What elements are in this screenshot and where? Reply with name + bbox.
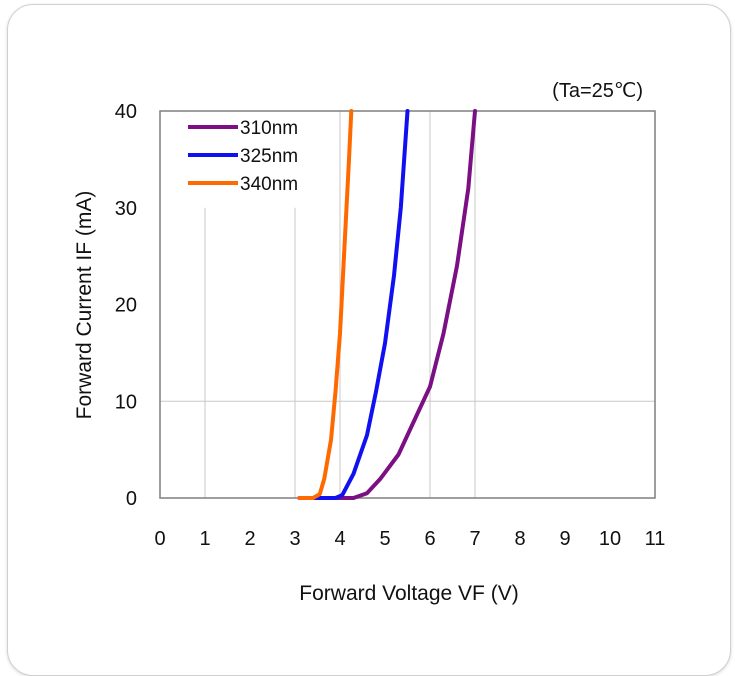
x-tick-label: 2 (244, 528, 255, 550)
x-tick-label: 0 (154, 528, 165, 550)
series-line-340nm (297, 109, 354, 500)
y-tick-label: 0 (126, 488, 137, 510)
x-tick-label: 10 (599, 528, 621, 550)
x-tick-label: 8 (514, 528, 525, 550)
y-tick-label: 20 (115, 295, 137, 317)
series-line-325nm (297, 109, 410, 500)
plot-frame (159, 110, 656, 499)
x-tick-label: 3 (289, 528, 300, 550)
x-tick-label: 9 (559, 528, 570, 550)
x-tick-label: 7 (469, 528, 480, 550)
x-axis-label: Forward Voltage VF (V) (299, 582, 518, 605)
x-tick-label: 6 (424, 528, 435, 550)
x-tick-label: 5 (379, 528, 390, 550)
x-tick-label: 4 (334, 528, 345, 550)
y-tick-label: 30 (115, 198, 137, 220)
legend-label: 340nm (240, 174, 298, 195)
series-line-310nm (297, 109, 477, 500)
chart-card (7, 4, 731, 676)
y-tick-label: 40 (115, 101, 137, 123)
x-tick-label: 1 (199, 528, 210, 550)
legend: 310nm 325nm 340nm (188, 118, 298, 195)
legend-label: 310nm (240, 118, 298, 139)
series-lines (297, 109, 477, 500)
temperature-annotation: (Ta=25℃) (552, 80, 643, 102)
legend-label: 325nm (240, 146, 298, 167)
y-axis-label: Forward Current IF (mA) (73, 191, 96, 420)
tick-labels: 0 1 2 3 4 5 6 7 8 9 10 11 0 10 20 30 40 (115, 101, 666, 550)
x-tick-label: 11 (645, 528, 666, 550)
grid (160, 111, 655, 498)
y-tick-label: 10 (115, 391, 137, 413)
